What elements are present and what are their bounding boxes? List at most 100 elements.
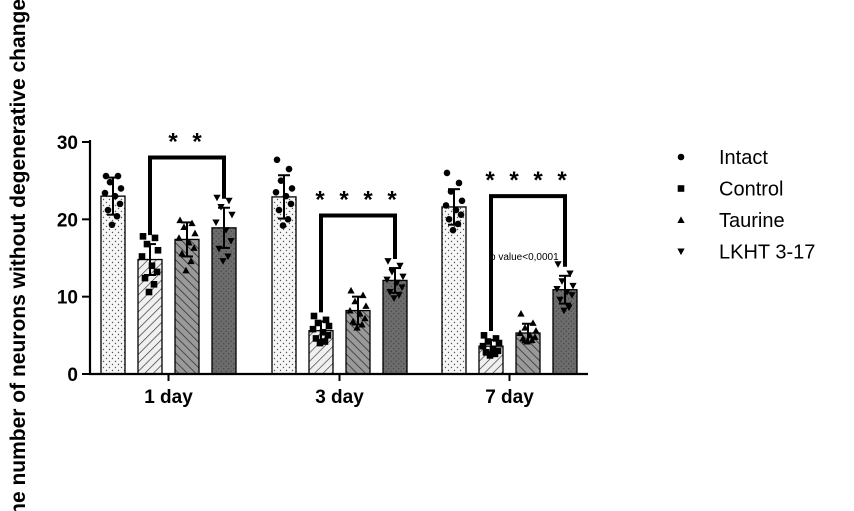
point-taurine-3-day	[346, 306, 354, 314]
point-intact-7-day	[442, 202, 450, 209]
point-taurine-3-day	[362, 302, 370, 309]
point-taurine-3-day	[356, 310, 364, 317]
point-control-3-day	[324, 332, 332, 339]
point-taurine-7-day	[523, 337, 531, 345]
legend-marker-lkht-3-17	[677, 248, 685, 256]
point-intact-1-day	[114, 172, 122, 180]
point-lkht-3-17-7-day	[563, 289, 571, 296]
point-lkht-3-17-3-day	[388, 268, 396, 276]
point-control-1-day	[139, 233, 147, 240]
point-intact-3-day	[275, 206, 283, 214]
point-control-3-day	[310, 312, 318, 320]
point-taurine-3-day	[347, 286, 355, 294]
point-lkht-3-17-1-day	[219, 258, 227, 265]
point-lkht-3-17-7-day	[560, 307, 568, 315]
point-lkht-3-17-3-day	[396, 262, 404, 270]
point-intact-3-day	[288, 185, 296, 192]
point-lkht-3-17-3-day	[390, 295, 398, 302]
point-lkht-3-17-7-day	[556, 296, 564, 304]
point-control-1-day	[150, 280, 158, 288]
point-control-1-day	[148, 262, 156, 270]
point-lkht-3-17-7-day	[565, 304, 573, 312]
point-intact-7-day	[454, 220, 462, 228]
point-taurine-3-day	[361, 314, 369, 322]
point-lkht-3-17-3-day	[386, 289, 394, 296]
point-taurine-1-day	[187, 257, 195, 265]
point-intact-1-day	[104, 206, 112, 214]
point-lkht-3-17-7-day	[558, 278, 566, 285]
point-intact-1-day	[117, 185, 125, 192]
point-taurine-1-day	[178, 249, 186, 257]
point-control-3-day	[325, 322, 333, 330]
point-lkht-3-17-1-day	[224, 253, 232, 261]
point-lkht-3-17-7-day	[553, 285, 561, 293]
point-control-1-day	[153, 268, 161, 276]
point-lkht-3-17-1-day	[225, 197, 233, 205]
point-intact-7-day	[447, 188, 455, 195]
point-control-1-day	[154, 246, 162, 254]
significance-label-7-day: * * * *	[485, 167, 570, 194]
point-intact-1-day	[101, 189, 109, 197]
legend-item-lkht-3-17: LKHT 3-17	[677, 242, 815, 264]
point-intact-3-day	[282, 192, 290, 200]
point-intact-7-day	[458, 197, 466, 205]
point-intact-1-day	[116, 200, 124, 208]
point-control-1-day	[143, 240, 151, 248]
point-lkht-3-17-3-day	[395, 292, 403, 299]
point-control-7-day	[486, 352, 494, 359]
point-intact-3-day	[272, 188, 280, 196]
point-control-3-day	[319, 328, 327, 336]
y-axis-label: The number of neurons without degenerati…	[7, 0, 30, 511]
point-intact-7-day	[445, 216, 453, 223]
legend-marker-control	[677, 185, 685, 192]
point-lkht-3-17-3-day	[384, 258, 392, 265]
legend-marker-intact	[677, 153, 685, 161]
p-value-annotation: p value<0,0001	[490, 252, 559, 263]
point-lkht-3-17-1-day	[212, 219, 220, 227]
point-taurine-3-day	[349, 317, 357, 325]
legend-item-control: Control	[677, 179, 783, 201]
legend: Intact Control Taurine LKHT 3-17	[677, 147, 815, 264]
point-taurine-3-day	[358, 320, 366, 328]
point-lkht-3-17-1-day	[227, 238, 235, 245]
point-taurine-1-day	[188, 219, 196, 227]
bar-taurine-1-day	[174, 238, 200, 375]
y-tick-label-20: 20	[57, 210, 78, 231]
legend-label-control: Control	[719, 179, 783, 201]
point-control-3-day	[321, 338, 329, 345]
point-intact-1-day	[113, 212, 121, 220]
point-lkht-3-17-1-day	[213, 194, 221, 202]
point-lkht-3-17-3-day	[398, 284, 406, 292]
point-taurine-7-day	[532, 327, 540, 334]
point-lkht-3-17-1-day	[215, 245, 223, 253]
point-intact-3-day	[273, 156, 281, 164]
point-control-1-day	[145, 288, 153, 296]
y-tick-label-10: 10	[57, 288, 78, 309]
point-taurine-7-day	[531, 333, 539, 340]
point-taurine-7-day	[521, 323, 529, 331]
point-control-3-day	[316, 339, 324, 347]
significance-layer: * * * * * * * * * * p value<0,0001	[148, 128, 570, 331]
legend-item-intact: Intact	[677, 147, 768, 169]
point-intact-3-day	[284, 216, 292, 223]
point-lkht-3-17-1-day	[228, 211, 236, 219]
point-lkht-3-17-1-day	[217, 203, 225, 211]
point-lkht-3-17-7-day	[569, 282, 577, 290]
legend-label-taurine: Taurine	[719, 210, 785, 232]
point-intact-1-day	[102, 172, 110, 180]
point-taurine-7-day	[529, 319, 537, 326]
point-control-1-day	[138, 253, 146, 260]
point-lkht-3-17-3-day	[399, 273, 407, 281]
significance-bracket-3-day	[319, 213, 397, 313]
bar-lkht-3-17-1-day	[211, 227, 237, 375]
point-taurine-3-day	[351, 297, 359, 305]
point-intact-3-day	[287, 200, 295, 208]
point-taurine-1-day	[185, 238, 193, 246]
point-intact-1-day	[106, 178, 114, 186]
point-lkht-3-17-1-day	[222, 227, 230, 234]
point-intact-1-day	[108, 221, 116, 229]
point-control-7-day	[495, 339, 503, 347]
point-taurine-1-day	[175, 234, 183, 241]
point-taurine-7-day	[528, 336, 536, 343]
point-control-7-day	[479, 342, 487, 350]
